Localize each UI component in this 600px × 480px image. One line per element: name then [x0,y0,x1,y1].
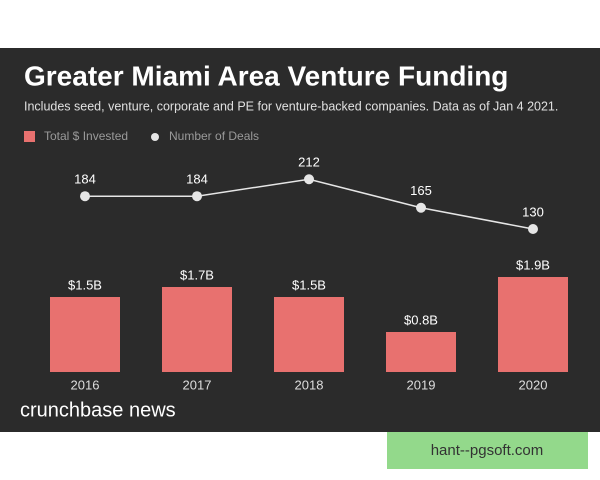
deals-value-label: 212 [298,155,320,170]
legend-marker [151,133,159,141]
bar-value-label: $1.7B [180,267,214,282]
legend-swatch [24,131,35,142]
deals-value-label: 184 [74,172,96,187]
bar-value-label: $1.5B [292,277,326,292]
legend-label: Number of Deals [169,129,259,143]
deals-point [528,224,538,234]
deals-value-label: 130 [522,204,544,219]
bar [274,297,344,372]
bar [162,287,232,372]
chart-title: Greater Miami Area Venture Funding [24,60,508,91]
x-tick-label: 2019 [407,377,436,392]
chart-subtitle: Includes seed, venture, corporate and PE… [24,99,558,113]
deals-value-label: 184 [186,172,208,187]
deals-point [416,202,426,213]
bar [498,277,568,372]
bar [386,332,456,372]
bar-value-label: $0.8B [404,312,438,327]
deals-point [80,191,90,202]
x-tick-label: 2018 [295,377,324,392]
deals-point [192,191,202,202]
deals-value-label: 165 [410,183,432,198]
x-tick-label: 2017 [183,377,212,392]
deals-point [304,174,314,185]
footer-brand: crunchbase news [20,399,176,421]
x-tick-label: 2016 [71,377,100,392]
x-tick-label: 2020 [519,377,548,392]
watermark-box [387,432,588,469]
legend-label: Total $ Invested [44,129,128,143]
bar-value-label: $1.5B [68,277,102,292]
bar-value-label: $1.9B [516,257,550,272]
bar [50,297,120,372]
watermark: hant--pgsoft.com [431,442,544,459]
